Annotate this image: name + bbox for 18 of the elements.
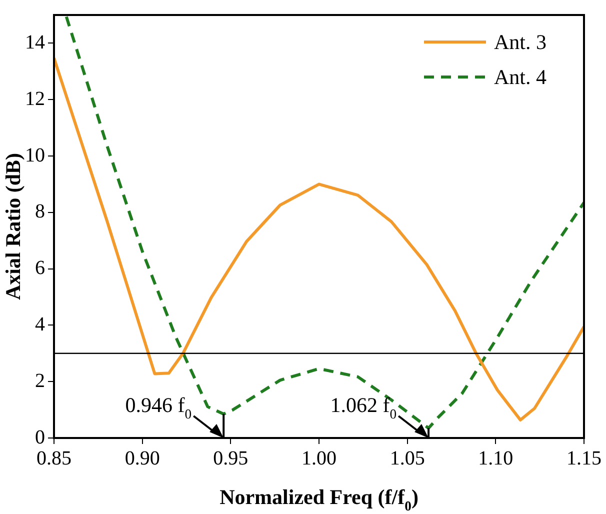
x-tick-label: 1.05 <box>390 447 425 470</box>
x-tick-label: 1.10 <box>478 447 514 470</box>
legend-label: Ant. 3 <box>494 30 546 54</box>
y-tick-label: 10 <box>25 144 45 166</box>
x-tick-label: 0.85 <box>36 447 72 470</box>
y-tick-label: 4 <box>35 313 45 336</box>
legend-label: Ant. 4 <box>494 65 547 89</box>
y-tick-label: 8 <box>35 200 45 223</box>
x-tick-label: 1.00 <box>302 447 336 470</box>
y-tick-label: 14 <box>25 31 45 54</box>
x-tick-label: 0.90 <box>124 447 160 470</box>
x-tick-label: 1.15 <box>566 447 602 470</box>
y-tick-label: 2 <box>35 370 45 392</box>
y-tick-label: 12 <box>25 88 45 110</box>
x-tick-label: 0.95 <box>213 447 248 470</box>
y-axis-title: Axial Ratio (dB) <box>1 152 25 300</box>
y-tick-label: 6 <box>35 257 45 280</box>
y-tick-label: 0 <box>35 426 45 448</box>
